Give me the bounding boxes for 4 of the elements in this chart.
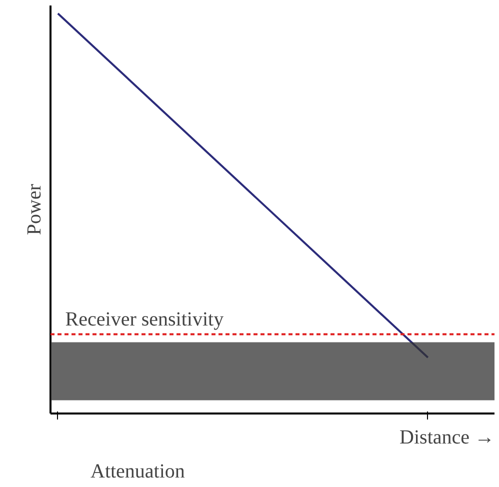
ref-line-label: Receiver sensitivity (65, 308, 224, 330)
y-axis-title: Power (24, 184, 46, 236)
text: Attenuation (90, 460, 185, 482)
x-axis-title: Distance → (400, 426, 495, 448)
